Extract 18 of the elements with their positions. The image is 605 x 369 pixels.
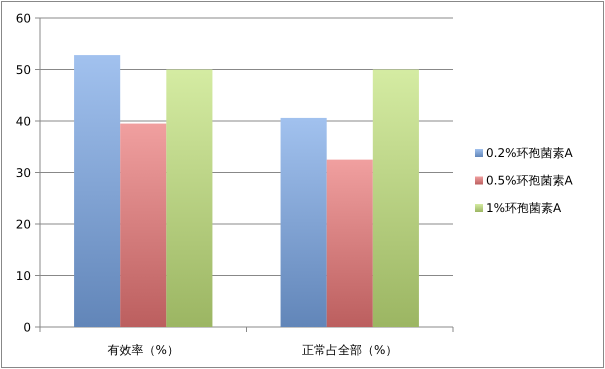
bar [372,70,419,327]
x-tick-label: 正常占全部（%） [302,343,398,357]
y-tick-label: 40 [16,114,31,128]
y-tick-label: 10 [16,269,31,283]
y-tick-label: 30 [16,166,31,180]
bar [280,118,327,327]
y-tick-label: 20 [16,218,31,232]
y-tick-label: 60 [16,12,31,26]
legend-label: 0.2%环孢菌素A [486,146,574,160]
legend-label: 1%环孢菌素A [486,201,562,215]
y-tick-label: 0 [23,320,31,334]
bar [74,55,120,327]
bar [120,124,166,327]
bar [166,70,212,327]
y-tick-label: 50 [16,63,31,77]
legend-label: 0.5%环孢菌素A [486,174,574,188]
bar [326,160,373,327]
x-tick-label: 有效率（%） [108,343,179,357]
